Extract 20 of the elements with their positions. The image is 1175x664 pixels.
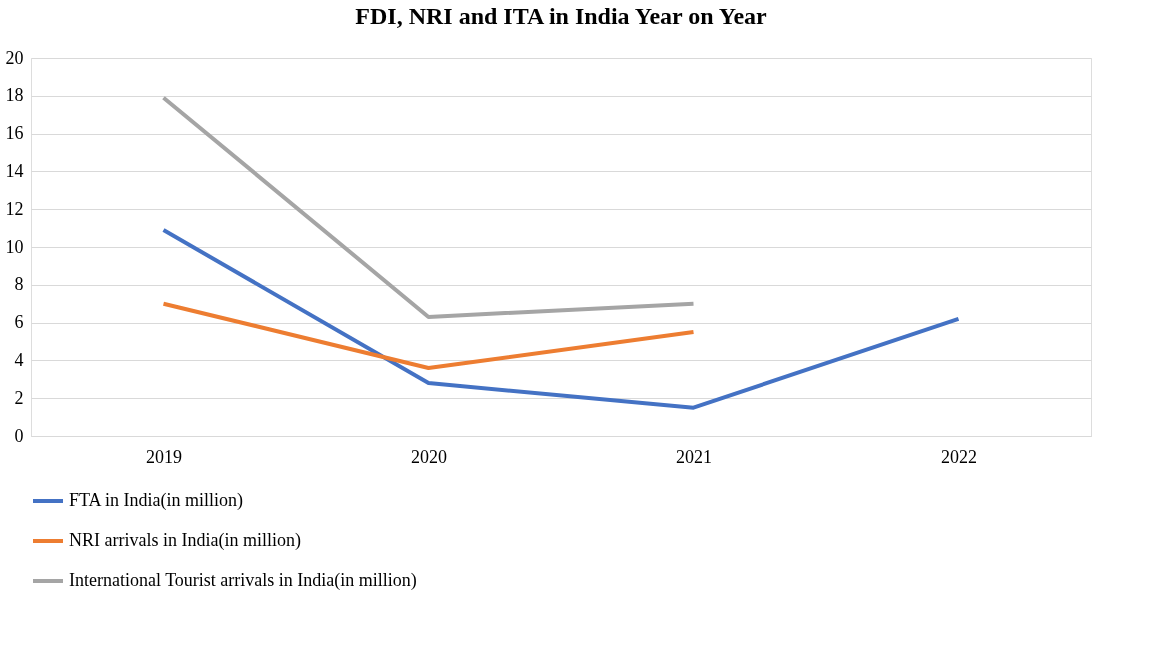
y-tick-label: 12 <box>5 198 24 219</box>
y-tick-label: 8 <box>14 274 24 295</box>
y-tick-label: 4 <box>14 349 24 370</box>
legend-label: FTA in India(in million) <box>69 490 244 511</box>
x-tick-label: 2019 <box>146 446 182 467</box>
line-series <box>161 227 961 410</box>
y-tick-label: 6 <box>14 312 24 333</box>
x-tick-label: 2022 <box>941 446 977 467</box>
y-tick-label: 16 <box>5 123 24 144</box>
legend-label: NRI arrivals in India(in million) <box>69 530 301 551</box>
y-tick-label: 14 <box>5 160 24 181</box>
y-tick-label: 2 <box>14 387 24 408</box>
legend-label: International Tourist arrivals in India(in million) <box>69 570 417 591</box>
y-tick-label: 10 <box>5 236 24 257</box>
y-tick-label: 18 <box>5 85 24 106</box>
chart-title: FDI, NRI and ITA in India Year on Year <box>355 3 768 29</box>
y-tick-label: 0 <box>14 425 24 446</box>
y-tick-label: 20 <box>5 47 24 68</box>
x-tick-label: 2021 <box>676 446 712 467</box>
x-tick-label: 2020 <box>411 446 447 467</box>
